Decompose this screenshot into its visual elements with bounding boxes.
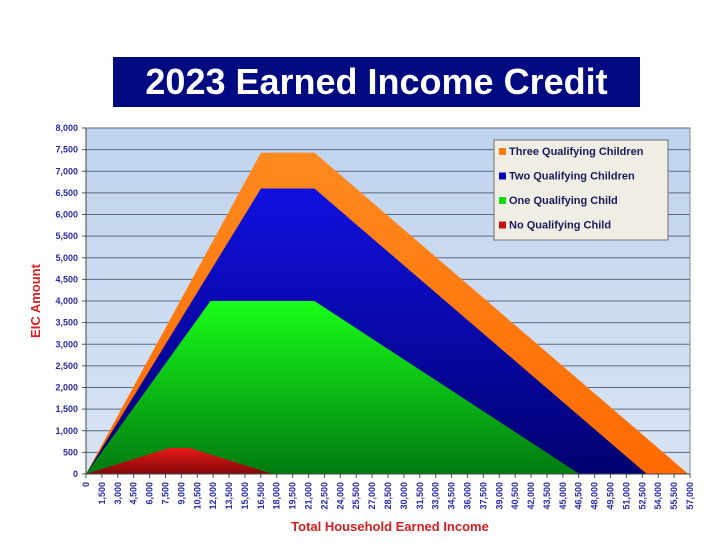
x-tick-label: 21,000 <box>304 482 314 510</box>
x-tick-label: 25,500 <box>351 482 361 510</box>
y-tick-label: 2,500 <box>55 361 78 371</box>
x-tick-label: 49,500 <box>606 482 616 510</box>
x-tick-label: 39,000 <box>494 482 504 510</box>
legend-swatch <box>499 148 506 155</box>
legend-swatch <box>499 172 506 180</box>
x-tick-label: 48,000 <box>590 482 600 510</box>
y-tick-label: 4,500 <box>55 274 78 284</box>
area-one-qualifying-child <box>86 301 580 474</box>
x-tick-label: 43,500 <box>542 482 552 510</box>
y-axis-label: EIC Amount <box>28 263 43 338</box>
y-tick-label: 5,000 <box>55 253 78 263</box>
x-tick-label: 13,500 <box>224 482 234 510</box>
y-tick-label: 3,500 <box>55 318 78 328</box>
x-tick-label: 9,000 <box>176 482 186 505</box>
x-tick-label: 34,500 <box>447 482 457 510</box>
x-tick-label: 4,500 <box>129 482 139 505</box>
y-tick-label: 1,000 <box>55 426 78 436</box>
x-tick-label: 7,500 <box>160 482 170 505</box>
x-tick-label: 3,000 <box>113 482 123 505</box>
x-tick-label: 12,000 <box>208 482 218 510</box>
x-axis-label: Total Household Earned Income <box>291 519 489 534</box>
x-tick-label: 0 <box>81 482 91 487</box>
x-tick-label: 36,000 <box>462 482 472 510</box>
y-tick-label: 7,500 <box>55 145 78 155</box>
legend-label: No Qualifying Child <box>509 220 611 232</box>
legend-label: Three Qualifying Children <box>509 146 644 158</box>
x-tick-label: 45,000 <box>558 482 568 510</box>
x-tick-label: 30,000 <box>399 482 409 510</box>
legend-swatch <box>499 197 506 204</box>
x-tick-label: 52,500 <box>637 482 647 510</box>
x-tick-label: 18,000 <box>272 482 282 510</box>
x-tick-label: 42,000 <box>526 482 536 510</box>
x-tick-label: 51,000 <box>621 482 631 510</box>
area-no-qualifying-child <box>86 448 273 474</box>
y-tick-label: 4,000 <box>55 296 78 306</box>
x-tick-label: 55,500 <box>669 482 679 510</box>
x-tick-label: 22,500 <box>319 482 329 510</box>
x-tick-label: 54,000 <box>653 482 663 510</box>
x-tick-label: 10,500 <box>192 482 202 510</box>
y-tick-label: 5,500 <box>55 231 78 241</box>
x-tick-label: 40,500 <box>510 482 520 510</box>
y-tick-label: 7,000 <box>55 166 78 176</box>
legend-label: Two Qualifying Children <box>509 171 635 183</box>
y-tick-label: 6,000 <box>55 210 78 220</box>
x-tick-label: 27,000 <box>367 482 377 510</box>
x-tick-label: 15,000 <box>240 482 250 510</box>
legend: Three Qualifying Children Two Qualifying … <box>493 139 669 241</box>
x-tick-label: 37,500 <box>478 482 488 510</box>
chart-title: 2023 Earned Income Credit <box>113 57 640 107</box>
x-tick-label: 31,500 <box>415 482 425 510</box>
y-tick-label: 8,000 <box>55 123 78 133</box>
x-tick-label: 24,000 <box>335 482 345 510</box>
x-tick-label: 19,500 <box>288 482 298 510</box>
legend-label: One Qualifying Child <box>509 195 618 207</box>
x-tick-label: 46,500 <box>574 482 584 510</box>
y-tick-label: 3,000 <box>55 339 78 349</box>
y-tick-label: 1,500 <box>55 404 78 414</box>
x-tick-label: 16,500 <box>256 482 266 510</box>
y-tick-label: 6,500 <box>55 188 78 198</box>
y-tick-label: 500 <box>63 447 78 457</box>
legend-swatch <box>499 221 506 229</box>
x-tick-label: 6,000 <box>145 482 155 505</box>
x-tick-label: 28,500 <box>383 482 393 510</box>
x-tick-label: 33,000 <box>431 482 441 510</box>
x-tick-label: 57,000 <box>685 482 695 510</box>
y-tick-label: 0 <box>73 469 78 479</box>
y-tick-label: 2,000 <box>55 383 78 393</box>
x-tick-label: 1,500 <box>97 482 107 505</box>
